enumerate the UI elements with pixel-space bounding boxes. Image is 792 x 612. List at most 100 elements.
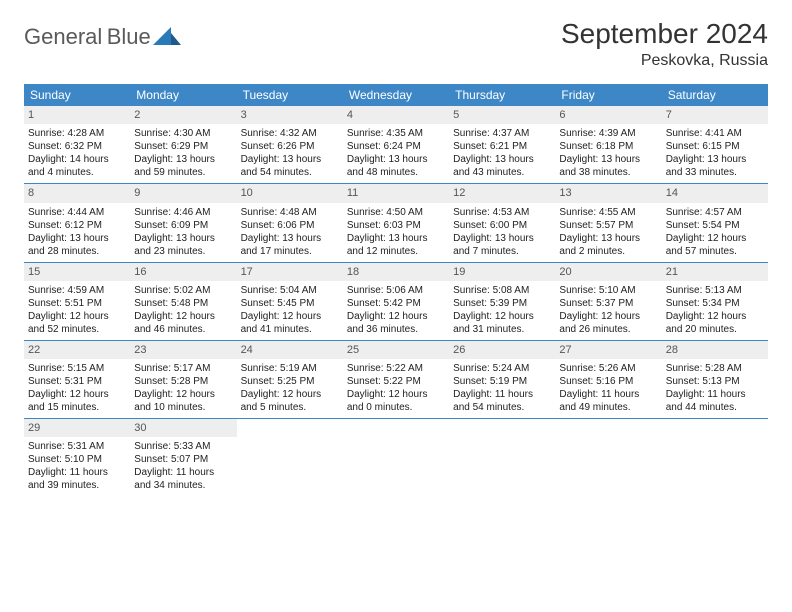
calendar-cell: 23Sunrise: 5:17 AMSunset: 5:28 PMDayligh… [130, 341, 236, 418]
calendar-cell-empty [237, 419, 343, 496]
day-number: 29 [24, 419, 130, 437]
sunrise-text: Sunrise: 4:50 AM [347, 206, 445, 219]
day-number: 3 [237, 106, 343, 124]
calendar-cell: 3Sunrise: 4:32 AMSunset: 6:26 PMDaylight… [237, 106, 343, 183]
day-number: 18 [343, 263, 449, 281]
sunrise-text: Sunrise: 4:28 AM [28, 127, 126, 140]
logo-triangle-icon [153, 27, 181, 47]
daylight-text: Daylight: 13 hours and 2 minutes. [559, 232, 657, 258]
calendar-cell: 14Sunrise: 4:57 AMSunset: 5:54 PMDayligh… [662, 184, 768, 261]
daylight-text: Daylight: 13 hours and 17 minutes. [241, 232, 339, 258]
calendar-cell: 10Sunrise: 4:48 AMSunset: 6:06 PMDayligh… [237, 184, 343, 261]
sunrise-text: Sunrise: 5:24 AM [453, 362, 551, 375]
day-number: 26 [449, 341, 555, 359]
daylight-text: Daylight: 13 hours and 38 minutes. [559, 153, 657, 179]
sunset-text: Sunset: 6:21 PM [453, 140, 551, 153]
daylight-text: Daylight: 13 hours and 7 minutes. [453, 232, 551, 258]
calendar-cell-empty [343, 419, 449, 496]
daylight-text: Daylight: 13 hours and 23 minutes. [134, 232, 232, 258]
day-number: 21 [662, 263, 768, 281]
logo-text-2: Blue [107, 24, 151, 49]
calendar-cell: 28Sunrise: 5:28 AMSunset: 5:13 PMDayligh… [662, 341, 768, 418]
calendar-cell: 26Sunrise: 5:24 AMSunset: 5:19 PMDayligh… [449, 341, 555, 418]
weekday-label: Tuesday [237, 84, 343, 106]
sunrise-text: Sunrise: 5:10 AM [559, 284, 657, 297]
calendar-week: 8Sunrise: 4:44 AMSunset: 6:12 PMDaylight… [24, 184, 768, 262]
daylight-text: Daylight: 12 hours and 52 minutes. [28, 310, 126, 336]
day-number: 8 [24, 184, 130, 202]
weekday-header: Sunday Monday Tuesday Wednesday Thursday… [24, 84, 768, 106]
sunset-text: Sunset: 5:07 PM [134, 453, 232, 466]
sunset-text: Sunset: 6:29 PM [134, 140, 232, 153]
calendar-cell: 29Sunrise: 5:31 AMSunset: 5:10 PMDayligh… [24, 419, 130, 496]
calendar-cell: 21 Sunrise: 5:13 AMSunset: 5:34 PMDayligh… [662, 263, 768, 340]
day-number: 16 [130, 263, 236, 281]
day-number: 15 [24, 263, 130, 281]
sunset-text: Sunset: 5:45 PM [241, 297, 339, 310]
daylight-text: Daylight: 11 hours and 54 minutes. [453, 388, 551, 414]
sunrise-text: Sunrise: 4:48 AM [241, 206, 339, 219]
day-number: 13 [555, 184, 661, 202]
sunset-text: Sunset: 5:39 PM [453, 297, 551, 310]
sunset-text: Sunset: 5:22 PM [347, 375, 445, 388]
daylight-text: Daylight: 13 hours and 54 minutes. [241, 153, 339, 179]
header: General Blue September 2024 Peskovka, Ru… [24, 18, 768, 70]
calendar-cell: 4Sunrise: 4:35 AMSunset: 6:24 PMDaylight… [343, 106, 449, 183]
calendar-cell-empty [449, 419, 555, 496]
day-number: 1 [24, 106, 130, 124]
day-number: 20 [555, 263, 661, 281]
calendar-week: 1Sunrise: 4:28 AMSunset: 6:32 PMDaylight… [24, 106, 768, 184]
title-block: September 2024 Peskovka, Russia [561, 18, 768, 70]
daylight-text: Daylight: 13 hours and 48 minutes. [347, 153, 445, 179]
calendar-cell: 30Sunrise: 5:33 AMSunset: 5:07 PMDayligh… [130, 419, 236, 496]
day-number: 10 [237, 184, 343, 202]
daylight-text: Daylight: 14 hours and 4 minutes. [28, 153, 126, 179]
sunrise-text: Sunrise: 5:15 AM [28, 362, 126, 375]
sunrise-text: Sunrise: 4:39 AM [559, 127, 657, 140]
daylight-text: Daylight: 12 hours and 20 minutes. [666, 310, 764, 336]
day-number: 23 [130, 341, 236, 359]
sunset-text: Sunset: 5:37 PM [559, 297, 657, 310]
daylight-text: Daylight: 13 hours and 28 minutes. [28, 232, 126, 258]
daylight-text: Daylight: 12 hours and 10 minutes. [134, 388, 232, 414]
weekday-label: Saturday [662, 84, 768, 106]
sunrise-text: Sunrise: 5:02 AM [134, 284, 232, 297]
sunrise-text: Sunrise: 4:46 AM [134, 206, 232, 219]
sunrise-text: Sunrise: 4:32 AM [241, 127, 339, 140]
sunset-text: Sunset: 5:51 PM [28, 297, 126, 310]
daylight-text: Daylight: 12 hours and 26 minutes. [559, 310, 657, 336]
daylight-text: Daylight: 13 hours and 33 minutes. [666, 153, 764, 179]
page-title: September 2024 [561, 18, 768, 50]
day-number: 19 [449, 263, 555, 281]
calendar-cell: 15 Sunrise: 4:59 AMSunset: 5:51 PMDayligh… [24, 263, 130, 340]
sunrise-text: Sunrise: 4:35 AM [347, 127, 445, 140]
calendar-cell: 22Sunrise: 5:15 AMSunset: 5:31 PMDayligh… [24, 341, 130, 418]
daylight-text: Daylight: 12 hours and 31 minutes. [453, 310, 551, 336]
sunset-text: Sunset: 5:34 PM [666, 297, 764, 310]
calendar-week: 22Sunrise: 5:15 AMSunset: 5:31 PMDayligh… [24, 341, 768, 419]
daylight-text: Daylight: 12 hours and 57 minutes. [666, 232, 764, 258]
sunset-text: Sunset: 6:15 PM [666, 140, 764, 153]
sunrise-text: Sunrise: 5:28 AM [666, 362, 764, 375]
calendar-cell: 24Sunrise: 5:19 AMSunset: 5:25 PMDayligh… [237, 341, 343, 418]
daylight-text: Daylight: 12 hours and 41 minutes. [241, 310, 339, 336]
sunrise-text: Sunrise: 4:59 AM [28, 284, 126, 297]
calendar-cell: 19 Sunrise: 5:08 AMSunset: 5:39 PMDayligh… [449, 263, 555, 340]
calendar-cell: 6Sunrise: 4:39 AMSunset: 6:18 PMDaylight… [555, 106, 661, 183]
sunset-text: Sunset: 6:03 PM [347, 219, 445, 232]
calendar-cell: 16Sunrise: 5:02 AMSunset: 5:48 PMDayligh… [130, 263, 236, 340]
daylight-text: Daylight: 13 hours and 59 minutes. [134, 153, 232, 179]
sunrise-text: Sunrise: 5:08 AM [453, 284, 551, 297]
calendar-cell: 11Sunrise: 4:50 AMSunset: 6:03 PMDayligh… [343, 184, 449, 261]
daylight-text: Daylight: 12 hours and 36 minutes. [347, 310, 445, 336]
logo: General Blue [24, 18, 181, 50]
sunset-text: Sunset: 6:00 PM [453, 219, 551, 232]
calendar-cell-empty [555, 419, 661, 496]
sunset-text: Sunset: 6:12 PM [28, 219, 126, 232]
sunrise-text: Sunrise: 5:19 AM [241, 362, 339, 375]
sunrise-text: Sunrise: 5:22 AM [347, 362, 445, 375]
location-subtitle: Peskovka, Russia [561, 52, 768, 70]
sunrise-text: Sunrise: 4:57 AM [666, 206, 764, 219]
calendar-cell: 9Sunrise: 4:46 AMSunset: 6:09 PMDaylight… [130, 184, 236, 261]
sunrise-text: Sunrise: 5:13 AM [666, 284, 764, 297]
